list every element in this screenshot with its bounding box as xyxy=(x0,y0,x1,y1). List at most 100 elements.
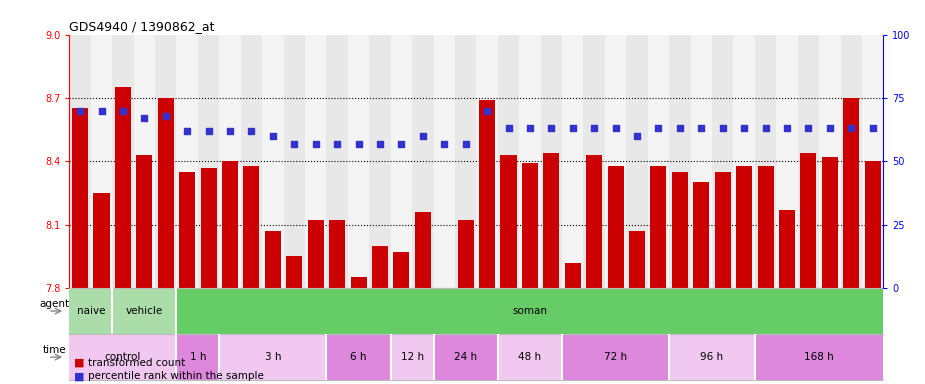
Text: 48 h: 48 h xyxy=(518,352,541,362)
Bar xyxy=(712,35,734,288)
Bar xyxy=(693,182,709,288)
Point xyxy=(394,141,409,147)
Bar xyxy=(562,35,584,288)
Point xyxy=(265,133,280,139)
Point xyxy=(352,141,366,147)
Point xyxy=(202,128,216,134)
Bar xyxy=(755,35,776,288)
Bar xyxy=(437,288,452,292)
Bar xyxy=(177,35,198,288)
Bar xyxy=(69,334,177,380)
Bar xyxy=(862,35,883,288)
Text: percentile rank within the sample: percentile rank within the sample xyxy=(88,371,264,381)
Bar xyxy=(755,334,883,380)
Point xyxy=(630,133,645,139)
Bar xyxy=(219,35,240,288)
Text: 12 h: 12 h xyxy=(401,352,424,362)
Bar xyxy=(672,172,688,288)
Bar xyxy=(715,172,731,288)
Bar xyxy=(543,153,560,288)
Point xyxy=(137,115,152,121)
Bar xyxy=(820,35,841,288)
Bar xyxy=(305,35,327,288)
Point xyxy=(758,125,773,131)
Text: 168 h: 168 h xyxy=(804,352,834,362)
Point xyxy=(287,141,302,147)
Bar xyxy=(390,334,434,380)
Bar xyxy=(734,35,755,288)
Bar xyxy=(243,166,260,288)
Text: transformed count: transformed count xyxy=(88,358,185,368)
Point xyxy=(373,141,388,147)
Point xyxy=(158,113,173,119)
Point xyxy=(586,125,601,131)
Point xyxy=(501,125,516,131)
Bar xyxy=(648,35,669,288)
Bar xyxy=(69,288,112,334)
Point xyxy=(480,108,495,114)
Bar xyxy=(265,231,281,288)
Text: 1 h: 1 h xyxy=(190,352,206,362)
Text: 6 h: 6 h xyxy=(351,352,367,362)
Bar xyxy=(455,35,476,288)
Bar xyxy=(177,288,883,334)
Bar xyxy=(413,35,434,288)
Point xyxy=(94,108,109,114)
Point xyxy=(672,125,687,131)
Bar xyxy=(179,172,195,288)
Bar xyxy=(91,35,112,288)
Bar xyxy=(565,263,581,288)
Bar xyxy=(198,35,219,288)
Point xyxy=(458,141,473,147)
Point xyxy=(116,108,130,114)
Bar xyxy=(219,334,327,380)
Bar xyxy=(758,166,773,288)
Bar xyxy=(479,100,495,288)
Bar xyxy=(112,35,133,288)
Bar xyxy=(519,35,540,288)
Bar xyxy=(112,288,177,334)
Text: ■: ■ xyxy=(74,358,84,368)
Point xyxy=(736,125,751,131)
Point xyxy=(865,125,880,131)
Bar xyxy=(327,334,390,380)
Bar xyxy=(844,98,859,288)
Bar xyxy=(562,334,669,380)
Text: vehicle: vehicle xyxy=(126,306,163,316)
Text: 96 h: 96 h xyxy=(700,352,723,362)
Text: 24 h: 24 h xyxy=(454,352,477,362)
Text: ■: ■ xyxy=(74,371,84,381)
Point xyxy=(801,125,816,131)
Bar xyxy=(240,35,262,288)
Bar xyxy=(865,161,881,288)
Point xyxy=(609,125,623,131)
Point xyxy=(822,125,837,131)
Bar xyxy=(779,210,795,288)
Bar xyxy=(390,35,413,288)
Bar xyxy=(500,155,516,288)
Bar xyxy=(177,334,219,380)
Bar xyxy=(284,35,305,288)
Bar xyxy=(393,252,410,288)
Point xyxy=(73,108,88,114)
Text: 3 h: 3 h xyxy=(265,352,281,362)
Bar xyxy=(736,166,752,288)
Bar xyxy=(222,161,238,288)
Bar xyxy=(586,155,602,288)
Point xyxy=(415,133,430,139)
Bar xyxy=(821,157,838,288)
Point xyxy=(544,125,559,131)
Bar xyxy=(69,35,91,288)
Point xyxy=(437,141,451,147)
Bar xyxy=(458,220,474,288)
Point xyxy=(523,125,537,131)
Bar xyxy=(669,334,755,380)
Text: 72 h: 72 h xyxy=(604,352,627,362)
Bar xyxy=(605,35,626,288)
Bar xyxy=(669,35,691,288)
Bar xyxy=(133,35,155,288)
Bar xyxy=(434,334,498,380)
Bar xyxy=(136,155,153,288)
Bar xyxy=(841,35,862,288)
Text: time: time xyxy=(43,345,67,355)
